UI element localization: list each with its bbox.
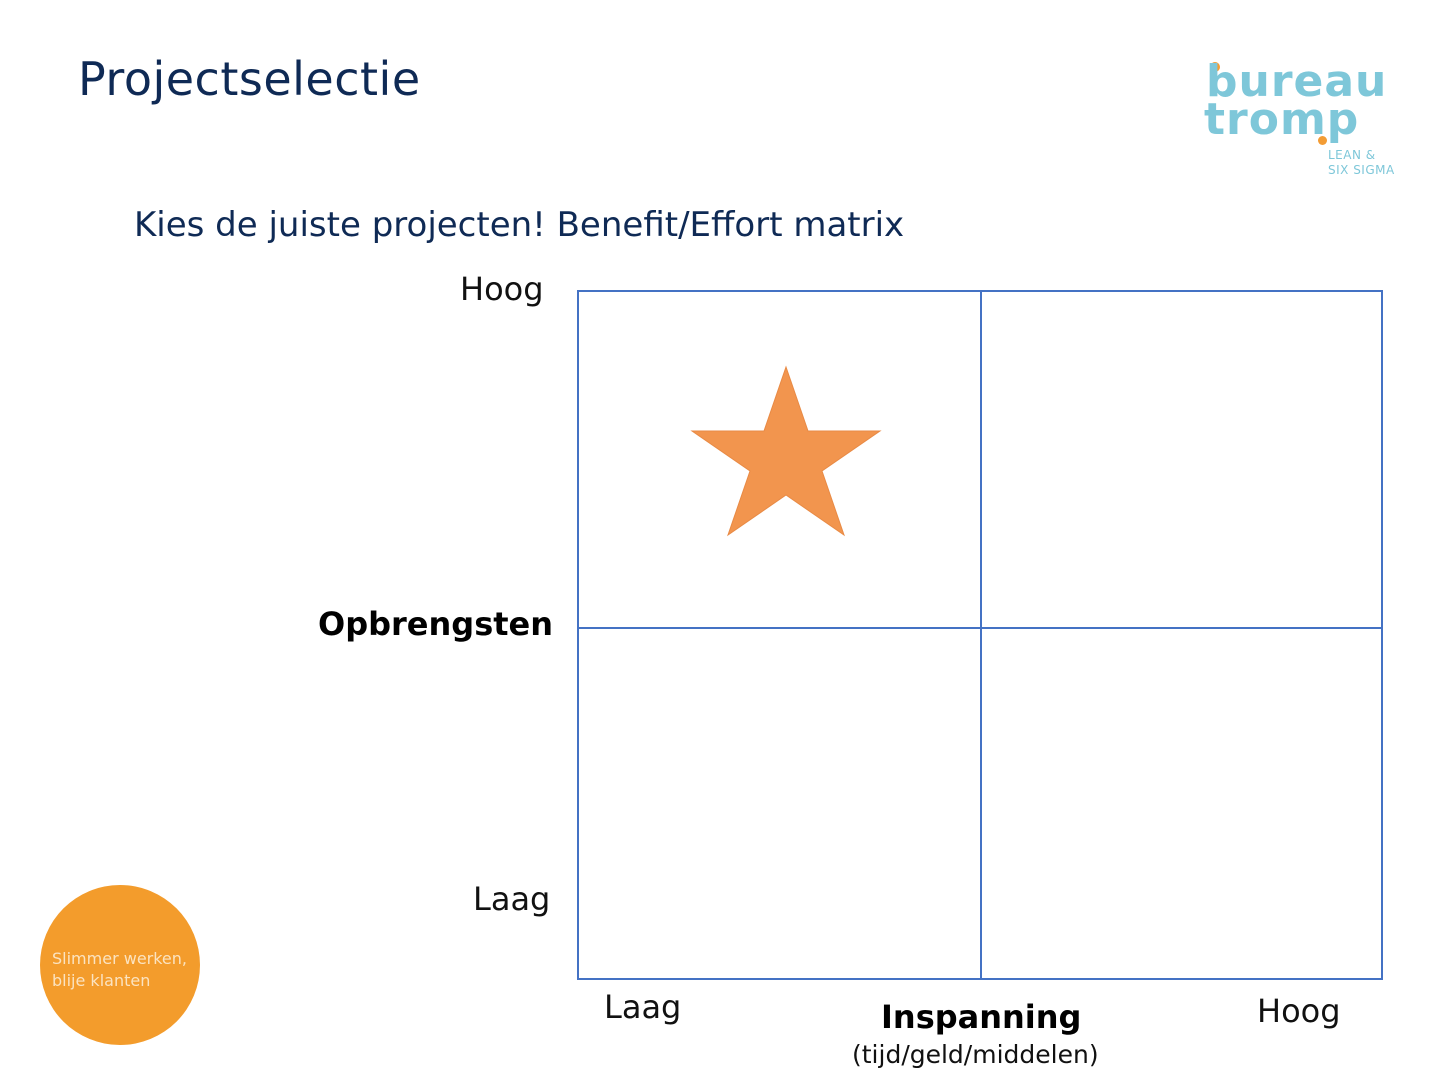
logo-tagline: LEAN & SIX SIGMA [1328, 148, 1395, 178]
slide-subtitle: Kies de juiste projecten! Benefit/Effort… [134, 205, 905, 245]
y-axis-low-label: Laag [473, 880, 551, 918]
logo-line1: bureau [1206, 56, 1388, 107]
star-icon [690, 365, 882, 537]
logo-tagline-2: SIX SIGMA [1328, 163, 1395, 177]
slide-title: Projectselectie [78, 52, 421, 106]
bureau-tromp-logo: bureau tromp LEAN & SIX SIGMA [1200, 58, 1410, 188]
logo-dot-bottom [1318, 136, 1327, 145]
matrix-horizontal-divider [577, 627, 1383, 629]
slogan-line-1: Slimmer werken, [52, 949, 187, 968]
matrix-vertical-divider [980, 290, 982, 980]
logo-line2: tromp [1204, 94, 1360, 145]
y-axis-title: Opbrengsten [318, 605, 554, 643]
x-axis-title: Inspanning [881, 998, 1082, 1036]
logo-tagline-1: LEAN & [1328, 148, 1376, 162]
y-axis-high-label: Hoog [460, 270, 544, 308]
slogan-line-2: blije klanten [52, 971, 151, 990]
logo-dot-top [1210, 62, 1220, 72]
slogan-badge: Slimmer werken, blije klanten [40, 885, 200, 1045]
x-axis-subtitle: (tijd/geld/middelen) [852, 1040, 1099, 1069]
x-axis-low-label: Laag [604, 988, 682, 1026]
x-axis-high-label: Hoog [1257, 992, 1341, 1030]
